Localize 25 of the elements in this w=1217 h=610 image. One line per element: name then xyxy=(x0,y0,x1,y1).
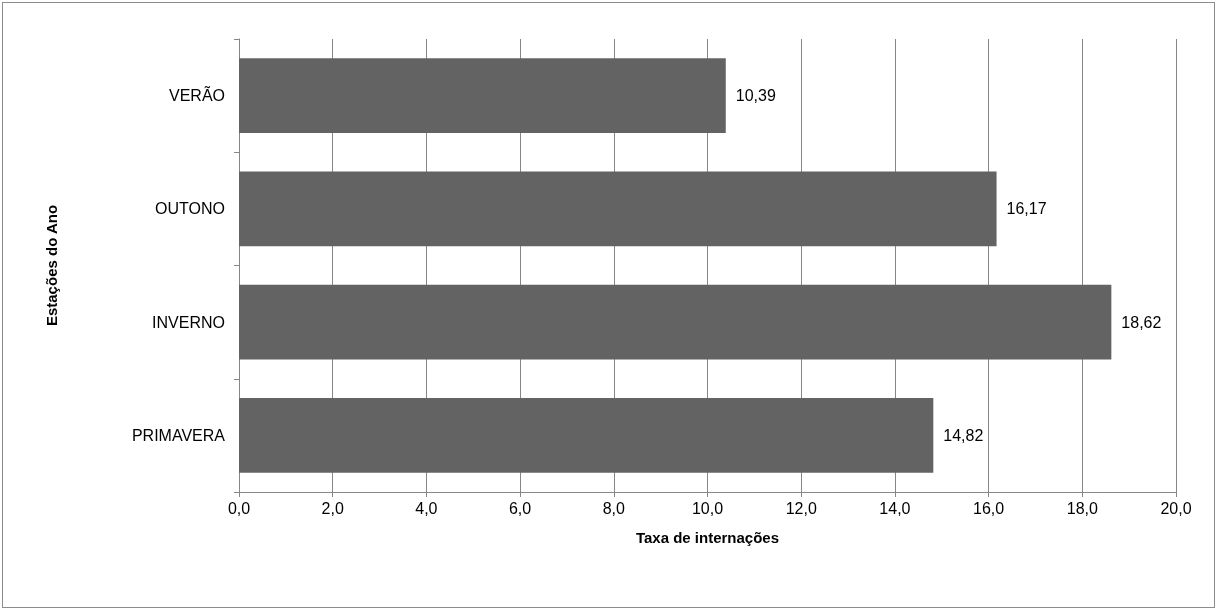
x-tick-label: 14,0 xyxy=(879,499,911,517)
x-tick-label: 18,0 xyxy=(1066,499,1098,517)
x-tick-label: 12,0 xyxy=(785,499,817,517)
bar xyxy=(239,58,726,133)
x-tick-label: 8,0 xyxy=(602,499,626,517)
x-tick-label: 16,0 xyxy=(973,499,1005,517)
y-axis-title: Estações do Ano xyxy=(43,204,60,327)
data-label: 14,82 xyxy=(943,426,984,444)
bar xyxy=(239,284,1112,360)
x-axis-title: Taxa de internações xyxy=(635,529,780,546)
data-label: 10,39 xyxy=(735,87,776,105)
x-tick-label: 10,0 xyxy=(691,499,724,517)
x-tick-label: 2,0 xyxy=(321,499,344,517)
y-tick-label: VERÃO xyxy=(168,85,225,105)
data-label: 18,62 xyxy=(1121,313,1162,331)
y-tick-label: OUTONO xyxy=(155,200,225,218)
data-label: 16,17 xyxy=(1006,200,1047,218)
x-tick-label: 6,0 xyxy=(508,499,532,517)
x-tick-label: 20,0 xyxy=(1160,499,1192,517)
bar xyxy=(239,398,934,473)
y-tick-label: PRIMAVERA xyxy=(131,426,226,444)
bar xyxy=(239,171,997,247)
x-tick-label: 0,0 xyxy=(227,499,251,517)
y-tick-label: INVERNO xyxy=(152,313,225,331)
x-tick-label: 4,0 xyxy=(415,499,438,517)
